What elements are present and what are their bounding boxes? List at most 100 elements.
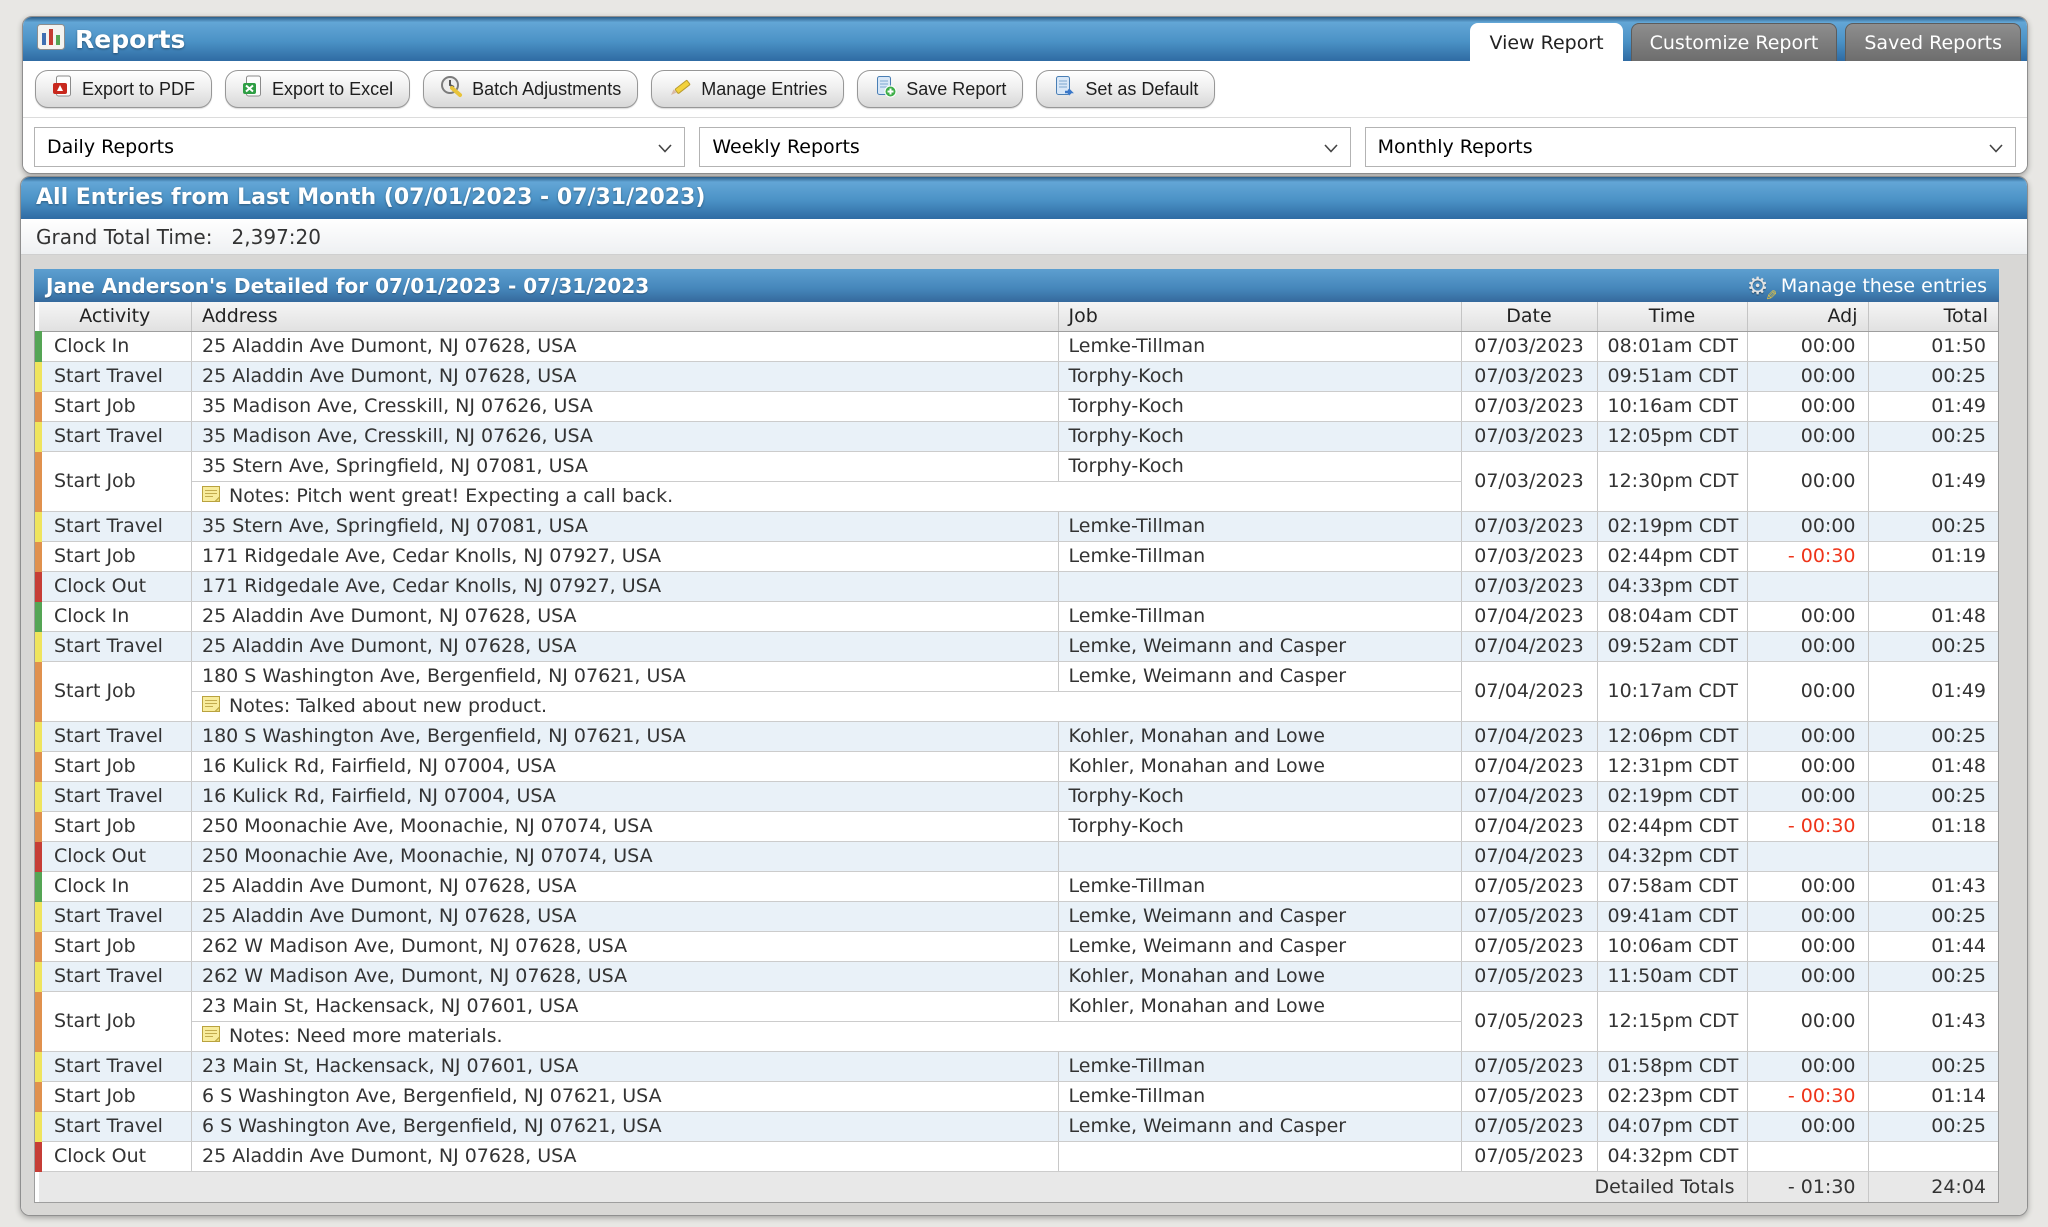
- time-cell: 10:06am CDT: [1597, 931, 1748, 962]
- activity-cell: Start Travel: [35, 901, 192, 932]
- save-report-button[interactable]: Save Report: [857, 70, 1024, 108]
- job-cell: Lemke, Weimann and Casper: [1058, 1111, 1462, 1142]
- time-cell: 10:17am CDT: [1597, 661, 1748, 722]
- table-row: Clock Out 25 Aladdin Ave Dumont, NJ 07628…: [35, 1141, 1998, 1172]
- adj-cell: 00:00: [1747, 781, 1869, 812]
- job-cell: [1058, 841, 1462, 872]
- set-default-button[interactable]: Set as Default: [1036, 70, 1216, 108]
- date-cell: 07/05/2023: [1461, 1081, 1598, 1112]
- time-cell: 02:19pm CDT: [1597, 511, 1748, 542]
- adj-cell: 00:00: [1747, 1051, 1869, 1082]
- column-header-date: Date: [1461, 302, 1598, 332]
- activity-cell: Start Job: [35, 451, 192, 512]
- weekly-reports-select[interactable]: Weekly Reports: [699, 126, 1351, 167]
- address-cell: 250 Moonachie Ave, Moonachie, NJ 07074, …: [191, 811, 1059, 842]
- note-text: Notes: Talked about new product.: [229, 695, 548, 717]
- job-cell: Kohler, Monahan and Lowe: [1058, 721, 1462, 752]
- address-cell: 23 Main St, Hackensack, NJ 07601, USA: [191, 991, 1059, 1022]
- job-cell: Lemke, Weimann and Casper: [1058, 931, 1462, 962]
- date-cell: 07/03/2023: [1461, 421, 1598, 452]
- activity-cell: Start Travel: [35, 1111, 192, 1142]
- table-row: Start Travel 262 W Madison Ave, Dumont, N…: [35, 961, 1998, 992]
- report-title: All Entries from Last Month (07/01/2023 …: [21, 177, 2027, 219]
- job-cell: Torphy-Koch: [1058, 421, 1462, 452]
- time-cell: 12:15pm CDT: [1597, 991, 1748, 1052]
- table-row: Start Job 23 Main St, Hackensack, NJ 0760…: [35, 991, 1998, 1052]
- chevron-down-icon: [1989, 136, 2003, 158]
- table-row: Start Travel 35 Madison Ave, Cresskill, N…: [35, 421, 1998, 452]
- time-cell: 07:58am CDT: [1597, 871, 1748, 902]
- adj-cell: 00:00: [1747, 901, 1869, 932]
- tab-view-report[interactable]: View Report: [1470, 23, 1623, 61]
- time-cell: 09:51am CDT: [1597, 361, 1748, 392]
- notes-cell: Notes: Need more materials.: [191, 1021, 1462, 1052]
- address-cell: 25 Aladdin Ave Dumont, NJ 07628, USA: [191, 1141, 1059, 1172]
- job-cell: Torphy-Koch: [1058, 391, 1462, 422]
- adj-cell: 00:00: [1747, 961, 1869, 992]
- date-cell: 07/05/2023: [1461, 1111, 1598, 1142]
- date-cell: 07/03/2023: [1461, 451, 1598, 512]
- date-cell: 07/04/2023: [1461, 631, 1598, 662]
- activity-cell: Start Job: [35, 931, 192, 962]
- grand-total-value: 2,397:20: [231, 225, 321, 249]
- notes-row: Notes: Need more materials.: [39, 1021, 1999, 1052]
- address-cell: 262 W Madison Ave, Dumont, NJ 07628, USA: [191, 961, 1059, 992]
- table-row: Start Travel 25 Aladdin Ave Dumont, NJ 07…: [35, 901, 1998, 932]
- chevron-down-icon: [658, 136, 672, 158]
- address-cell: 16 Kulick Rd, Fairfield, NJ 07004, USA: [191, 751, 1059, 782]
- adj-cell: 00:00: [1747, 661, 1869, 722]
- time-cell: 12:05pm CDT: [1597, 421, 1748, 452]
- address-cell: 250 Moonachie Ave, Moonachie, NJ 07074, …: [191, 841, 1059, 872]
- adj-cell: [1747, 571, 1869, 602]
- toolbar: Export to PDF Export to Excel Batch Ad: [23, 61, 2027, 117]
- activity-cell: Start Job: [35, 661, 192, 722]
- time-cell: 08:01am CDT: [1597, 331, 1748, 362]
- adj-cell: [1747, 841, 1869, 872]
- total-cell: 01:49: [1868, 391, 1998, 422]
- time-cell: 02:23pm CDT: [1597, 1081, 1748, 1112]
- chevron-down-icon: [1324, 136, 1338, 158]
- notes-cell: Notes: Talked about new product.: [191, 691, 1462, 722]
- activity-cell: Start Travel: [35, 721, 192, 752]
- address-cell: 6 S Washington Ave, Bergenfield, NJ 0762…: [191, 1111, 1059, 1142]
- date-cell: 07/04/2023: [1461, 601, 1598, 632]
- export-excel-button[interactable]: Export to Excel: [225, 70, 411, 108]
- adj-cell: 00:00: [1747, 1111, 1869, 1142]
- date-cell: 07/04/2023: [1461, 841, 1598, 872]
- detailed-totals-label: Detailed Totals: [38, 1170, 1748, 1202]
- job-cell: [1058, 571, 1462, 602]
- job-cell: Lemke, Weimann and Casper: [1058, 901, 1462, 932]
- excel-icon: [242, 75, 263, 103]
- export-pdf-button[interactable]: Export to PDF: [35, 70, 213, 108]
- tab-saved-reports[interactable]: Saved Reports: [1845, 23, 2021, 61]
- batch-adjustments-button[interactable]: Batch Adjustments: [423, 70, 639, 108]
- total-cell: 00:25: [1868, 361, 1998, 392]
- time-cell: 09:52am CDT: [1597, 631, 1748, 662]
- activity-cell: Clock In: [35, 601, 192, 632]
- manage-these-entries-link[interactable]: ⚙ ✎ Manage these entries: [1746, 271, 1987, 301]
- activity-cell: Clock Out: [35, 841, 192, 872]
- date-cell: 07/04/2023: [1461, 721, 1598, 752]
- date-cell: 07/03/2023: [1461, 361, 1598, 392]
- total-cell: 01:49: [1868, 661, 1998, 722]
- address-cell: 25 Aladdin Ave Dumont, NJ 07628, USA: [191, 871, 1059, 902]
- table-row: Start Travel 25 Aladdin Ave Dumont, NJ 07…: [35, 631, 1998, 662]
- manage-entries-button[interactable]: Manage Entries: [651, 70, 845, 108]
- daily-reports-select[interactable]: Daily Reports: [34, 126, 686, 167]
- monthly-reports-select[interactable]: Monthly Reports: [1364, 126, 2016, 167]
- note-text: Notes: Need more materials.: [229, 1025, 503, 1047]
- tab-customize-report[interactable]: Customize Report: [1630, 23, 1838, 61]
- adj-cell: 00:00: [1747, 721, 1869, 752]
- total-cell: 01:19: [1868, 541, 1998, 572]
- date-cell: 07/05/2023: [1461, 901, 1598, 932]
- pencil-icon: [668, 76, 692, 103]
- address-cell: 25 Aladdin Ave Dumont, NJ 07628, USA: [191, 361, 1059, 392]
- note-icon: [202, 485, 221, 507]
- entries-table-frame: Activity Address Job Date Time Adj Total…: [34, 302, 1999, 1203]
- job-cell: Torphy-Koch: [1058, 451, 1462, 482]
- job-cell: Lemke-Tillman: [1058, 541, 1462, 572]
- table-row: Start Travel 180 S Washington Ave, Bergen…: [35, 721, 1998, 752]
- note-icon: [202, 695, 221, 717]
- activity-cell: Start Job: [35, 991, 192, 1052]
- column-header-total: Total: [1868, 302, 1998, 332]
